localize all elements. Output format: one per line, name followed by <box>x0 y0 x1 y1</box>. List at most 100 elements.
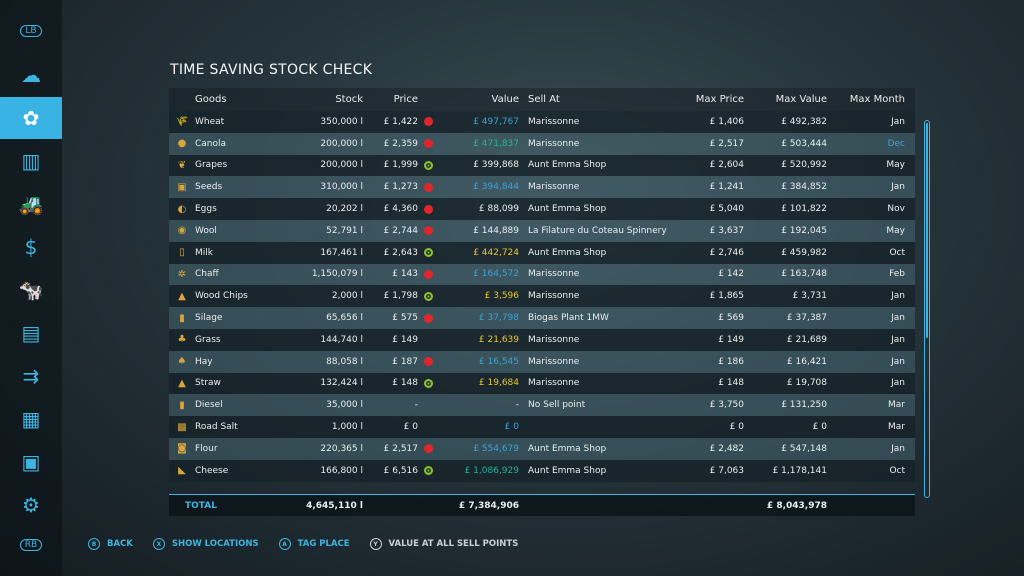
page-title: TIME SAVING STOCK CHECK <box>170 62 373 78</box>
storage-icon: ▦ <box>21 407 41 431</box>
trend-down-icon <box>423 226 433 236</box>
goods-name: Canola <box>195 138 227 149</box>
goods-icon: 🌾 <box>175 116 189 128</box>
sidebar-item-weather[interactable]: ☁ <box>0 54 62 96</box>
scrollbar[interactable] <box>924 120 930 498</box>
goods-name: Seeds <box>195 182 223 193</box>
table-row[interactable]: ▲ Straw 132,424 l £ 148 £ 19,684 Marisso… <box>169 372 915 395</box>
sidebar-item-statistics[interactable]: ▥ <box>0 140 62 182</box>
max-month: Oct <box>889 465 905 476</box>
max-value: £ 384,852 <box>781 182 827 193</box>
price: £ 1,999 <box>383 160 418 171</box>
max-price: £ 5,040 <box>709 204 744 215</box>
table-row[interactable]: ◉ Wool 52,791 l £ 2,744 £ 144,889 La Fil… <box>169 219 915 242</box>
weather-icon: ☁ <box>21 63 41 87</box>
value: - <box>515 400 519 411</box>
max-value: £ 192,045 <box>781 225 827 236</box>
stock: 1,150,079 l <box>311 269 363 280</box>
value: £ 394,844 <box>473 182 519 193</box>
goods-icon: ▯ <box>179 247 185 259</box>
price: £ 4,360 <box>383 204 418 215</box>
price: £ 2,643 <box>383 247 418 258</box>
sidebar-item-animals[interactable]: 🐄 <box>0 269 62 311</box>
table-row[interactable]: ♠ Hay 88,058 l £ 187 £ 16,545 Marissonne… <box>169 350 915 373</box>
table-row[interactable]: ♣ Grass 144,740 l £ 149 £ 21,639 Marisso… <box>169 328 915 351</box>
max-price: £ 0 <box>729 422 744 433</box>
trend-down-icon <box>423 444 433 454</box>
value: £ 144,889 <box>473 225 519 236</box>
gamepad-b-icon: B <box>88 538 100 550</box>
show-locations-button[interactable]: X SHOW LOCATIONS <box>152 538 259 550</box>
trend-up-icon <box>423 378 433 388</box>
scrollbar-thumb[interactable] <box>926 123 928 338</box>
value: £ 554,679 <box>473 443 519 454</box>
table-row[interactable]: ▯ Milk 167,461 l £ 2,643 £ 442,724 Aunt … <box>169 241 915 264</box>
sell-at: Marissonne <box>528 116 580 127</box>
table-row[interactable]: ▮ Diesel 35,000 l - - No Sell point £ 3,… <box>169 394 915 417</box>
max-month: Dec <box>887 138 905 149</box>
max-month: Jan <box>891 116 905 127</box>
rb-button[interactable]: RB <box>0 524 62 566</box>
table-row[interactable]: ◐ Eggs 20,202 l £ 4,360 £ 88,099 Aunt Em… <box>169 198 915 220</box>
table-row[interactable]: ❦ Grapes 200,000 l £ 1,999 £ 399,868 Aun… <box>169 154 915 177</box>
tag-place-button[interactable]: A TAG PLACE <box>278 538 350 550</box>
max-value: £ 131,250 <box>781 400 827 411</box>
table-row[interactable]: ✲ Chaff 1,150,079 l £ 143 £ 164,572 Mari… <box>169 263 915 286</box>
goods-name: Hay <box>195 356 213 367</box>
trend-down-icon <box>423 139 433 149</box>
sidebar-item-finances[interactable]: $ <box>0 226 62 268</box>
total-stock: 4,645,110 l <box>306 500 363 511</box>
price: £ 143 <box>392 269 418 280</box>
value: £ 37,798 <box>478 313 519 324</box>
goods-name: Silage <box>195 313 223 324</box>
col-max-price: Max Price <box>695 94 744 105</box>
goods-name: Cheese <box>195 465 229 476</box>
table-row[interactable]: ● Canola 200,000 l £ 2,359 £ 471,837 Mar… <box>169 132 915 155</box>
sidebar-item-prices[interactable]: ✿ <box>0 97 62 139</box>
stock: 310,000 l <box>320 182 363 193</box>
table-row[interactable]: ▩ Road Salt 1,000 l £ 0 £ 0 £ 0 £ 0 Mar <box>169 416 915 438</box>
back-button[interactable]: B BACK <box>88 538 133 550</box>
col-stock: Stock <box>335 94 363 105</box>
table-row[interactable]: 🌾 Wheat 350,000 l £ 1,422 £ 497,767 Mari… <box>169 111 915 133</box>
price: £ 575 <box>392 313 418 324</box>
goods-name: Diesel <box>195 400 223 411</box>
sidebar-item-vehicles[interactable]: 🚜 <box>0 183 62 225</box>
value-at-all-sell-points-button[interactable]: Y VALUE AT ALL SELL POINTS <box>369 538 518 550</box>
sell-at: Marissonne <box>528 269 580 280</box>
value: £ 399,868 <box>473 160 519 171</box>
sell-at: Aunt Emma Shop <box>528 204 607 215</box>
max-value: £ 19,708 <box>786 378 827 389</box>
total-value: £ 7,384,906 <box>458 500 519 511</box>
goods-icon: ◣ <box>178 465 186 477</box>
sidebar-item-settings[interactable]: ⚙ <box>0 484 62 526</box>
table-row[interactable]: ▲ Wood Chips 2,000 l £ 1,798 £ 3,596 Mar… <box>169 285 915 308</box>
max-price: £ 142 <box>718 269 744 280</box>
stock: 132,424 l <box>320 378 363 389</box>
sidebar-item-production[interactable]: ⇉ <box>0 355 62 397</box>
sidebar-item-tour[interactable]: ▣ <box>0 441 62 483</box>
max-price: £ 2,482 <box>709 443 744 454</box>
goods-icon: ◐ <box>177 203 187 215</box>
table-row[interactable]: ◙ Flour 220,365 l £ 2,517 £ 554,679 Aunt… <box>169 437 915 460</box>
stock: 35,000 l <box>326 400 363 411</box>
goods-icon: ◙ <box>177 443 187 455</box>
price: £ 2,744 <box>383 225 418 236</box>
col-sell-at: Sell At <box>528 94 560 105</box>
price: £ 148 <box>392 378 418 389</box>
value: £ 19,684 <box>478 378 519 389</box>
max-value: £ 520,992 <box>781 160 827 171</box>
sell-at: Biogas Plant 1MW <box>528 313 609 324</box>
sell-at: Marissonne <box>528 334 580 345</box>
value: £ 0 <box>504 422 519 433</box>
price: £ 187 <box>392 356 418 367</box>
sell-at: Aunt Emma Shop <box>528 443 607 454</box>
table-row[interactable]: ◣ Cheese 166,800 l £ 6,516 £ 1,086,929 A… <box>169 459 915 482</box>
stock: 1,000 l <box>331 422 363 433</box>
table-row[interactable]: ▣ Seeds 310,000 l £ 1,273 £ 394,844 Mari… <box>169 176 915 199</box>
sidebar-item-storage[interactable]: ▦ <box>0 398 62 440</box>
goods-icon: ▮ <box>179 399 185 411</box>
sidebar-item-contracts[interactable]: ▤ <box>0 312 62 354</box>
table-row[interactable]: ▮ Silage 65,656 l £ 575 £ 37,798 Biogas … <box>169 307 915 329</box>
lb-button[interactable]: LB <box>0 10 62 52</box>
